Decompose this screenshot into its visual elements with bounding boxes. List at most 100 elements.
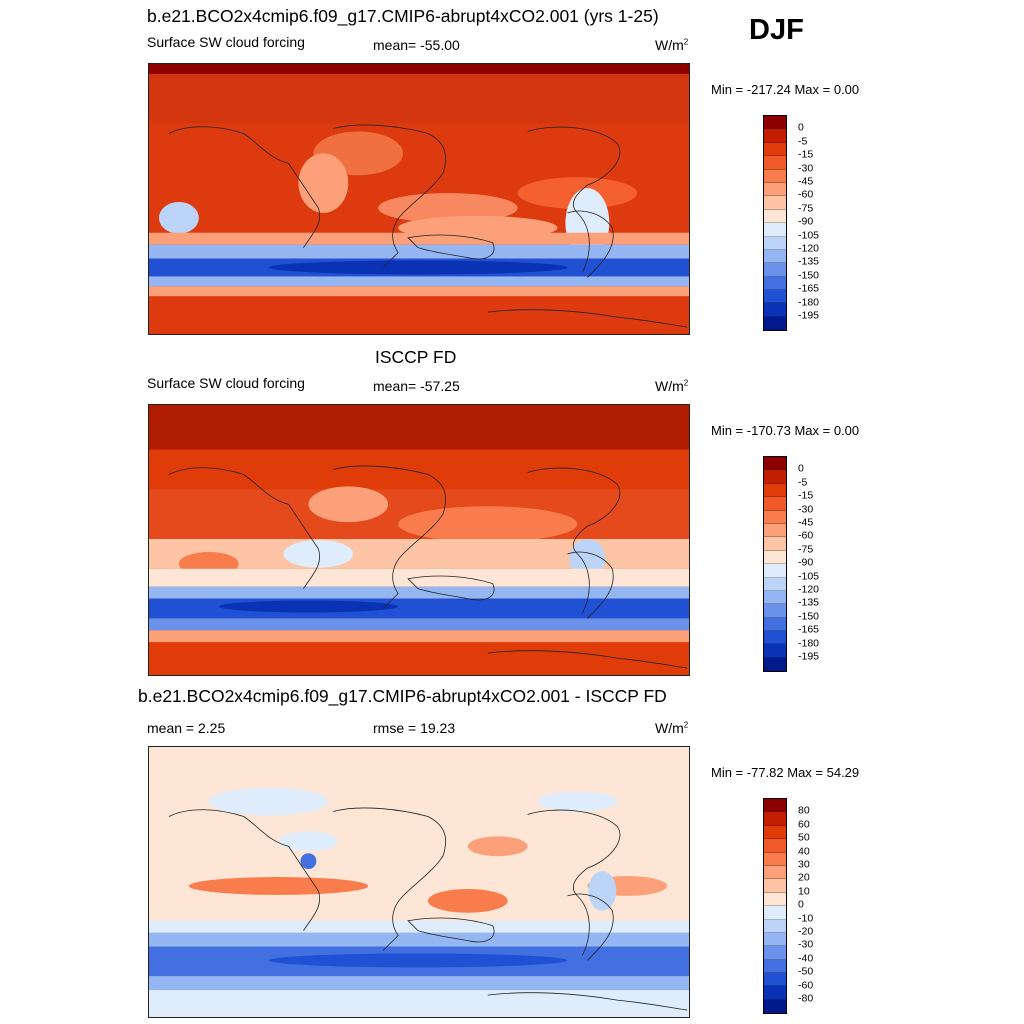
colorbar-label: -195 <box>798 309 820 322</box>
colorbar-label: 0 <box>798 121 804 134</box>
colorbar-label: -105 <box>798 570 820 583</box>
panel-3-units: W/m2 <box>655 720 689 736</box>
panel-3-mean-label: mean = 2.25 <box>147 720 226 736</box>
panel-2-mean-label: mean= -57.25 <box>373 378 460 394</box>
colorbar-label: -165 <box>798 623 820 636</box>
colorbar-label: 50 <box>798 831 810 844</box>
panel-2-colorbar <box>763 456 787 673</box>
panel-2-map <box>148 404 690 676</box>
colorbar-cell <box>764 497 786 511</box>
season-label: DJF <box>749 14 804 46</box>
panel-1-units: W/m2 <box>655 37 689 53</box>
colorbar-label: -45 <box>798 175 814 188</box>
colorbar-label: -45 <box>798 516 814 529</box>
colorbar-label: -30 <box>798 162 814 175</box>
colorbar-cell <box>764 523 786 538</box>
colorbar-label: -90 <box>798 556 814 569</box>
colorbar-cell <box>764 604 786 618</box>
colorbar-cell <box>764 564 786 578</box>
colorbar-label: -90 <box>798 215 814 228</box>
colorbar-label: -165 <box>798 282 820 295</box>
panel-1-colorbar <box>763 115 787 332</box>
colorbar-cell <box>764 852 786 866</box>
colorbar-cell <box>764 483 786 498</box>
colorbar-label: -105 <box>798 229 820 242</box>
panel-3-colorbar-labels: 80 60 50 40 30 20 10 0 -10 -20 -30 -40 -50 -60 -80 <box>798 798 848 1012</box>
colorbar-label: -75 <box>798 543 814 556</box>
colorbar-label: -80 <box>798 992 814 1005</box>
colorbar-cell <box>764 932 786 947</box>
colorbar-cell <box>764 182 786 197</box>
colorbar-cell <box>764 550 786 565</box>
colorbar-cell <box>764 919 786 933</box>
colorbar-cell <box>764 290 786 304</box>
panel-1-mean-label: mean= -55.00 <box>373 37 460 53</box>
panel-2-min-max: Min = -170.73 Max = 0.00 <box>711 423 860 438</box>
colorbar-cell <box>764 457 786 471</box>
colorbar-label: -135 <box>798 255 820 268</box>
colorbar-cell <box>764 116 786 130</box>
panel-2-colorbar-labels: 0 -5 -15 -30 -45 -60 -75 -90 -105 -120 -135 -150 -16… <box>798 456 848 670</box>
colorbar-cell <box>764 537 786 551</box>
colorbar-cell <box>764 892 786 907</box>
colorbar-label: -30 <box>798 938 814 951</box>
colorbar-label: 0 <box>798 898 804 911</box>
colorbar-label: 80 <box>798 804 810 817</box>
colorbar-cell <box>764 986 786 1000</box>
colorbar-cell <box>764 631 786 645</box>
colorbar-label: -120 <box>798 242 820 255</box>
colorbar-label: -120 <box>798 583 820 596</box>
colorbar-label: 20 <box>798 871 810 884</box>
colorbar-cell <box>764 169 786 183</box>
panel-1-field-label: Surface SW cloud forcing <box>147 34 305 50</box>
panel-1-colorbar-cells <box>764 116 786 331</box>
colorbar-cell <box>764 263 786 277</box>
colorbar-label: -10 <box>798 912 814 925</box>
colorbar-cell <box>764 276 786 291</box>
panel-1-map-image <box>149 64 689 334</box>
colorbar-cell <box>764 657 786 672</box>
colorbar-label: -15 <box>798 489 814 502</box>
colorbar-label: -60 <box>798 529 814 542</box>
colorbar-cell <box>764 839 786 853</box>
colorbar-cell <box>764 644 786 658</box>
colorbar-cell <box>764 142 786 157</box>
panel-2-title: ISCCP FD <box>375 347 457 367</box>
colorbar-cell <box>764 470 786 484</box>
colorbar-cell <box>764 209 786 224</box>
colorbar-cell <box>764 825 786 840</box>
colorbar-cell <box>764 303 786 317</box>
colorbar-cell <box>764 510 786 524</box>
panel-3-min-max: Min = -77.82 Max = 54.29 <box>711 765 860 780</box>
colorbar-label: -75 <box>798 202 814 215</box>
colorbar-cell <box>764 946 786 960</box>
panel-3-map-image <box>149 747 689 1017</box>
panel-2-map-image <box>149 405 689 675</box>
colorbar-label: 60 <box>798 818 810 831</box>
panel-3-rmse-label: rmse = 19.23 <box>373 720 456 736</box>
colorbar-label: -40 <box>798 952 814 965</box>
colorbar-label: -150 <box>798 269 820 282</box>
colorbar-cell <box>764 865 786 880</box>
colorbar-label: -30 <box>798 503 814 516</box>
colorbar-label: -50 <box>798 965 814 978</box>
colorbar-cell <box>764 617 786 632</box>
colorbar-label: 30 <box>798 858 810 871</box>
colorbar-label: -195 <box>798 650 820 663</box>
colorbar-cell <box>764 196 786 210</box>
colorbar-cell <box>764 959 786 974</box>
panel-1-colorbar-labels: 0 -5 -15 -30 -45 -60 -75 -90 -105 -120 -135 -150 -16… <box>798 115 848 329</box>
panel-2-colorbar-cells <box>764 457 786 672</box>
colorbar-label: 10 <box>798 885 810 898</box>
colorbar-cell <box>764 906 786 920</box>
colorbar-cell <box>764 316 786 331</box>
panel-1-map <box>148 63 690 335</box>
colorbar-label: -15 <box>798 148 814 161</box>
colorbar-cell <box>764 973 786 987</box>
panel-3-map <box>148 746 690 1018</box>
colorbar-cell <box>764 129 786 143</box>
colorbar-label: -150 <box>798 610 820 623</box>
colorbar-cell <box>764 799 786 813</box>
panel-1-title: b.e21.BCO2x4cmip6.f09_g17.CMIP6-abrupt4x… <box>147 6 659 26</box>
